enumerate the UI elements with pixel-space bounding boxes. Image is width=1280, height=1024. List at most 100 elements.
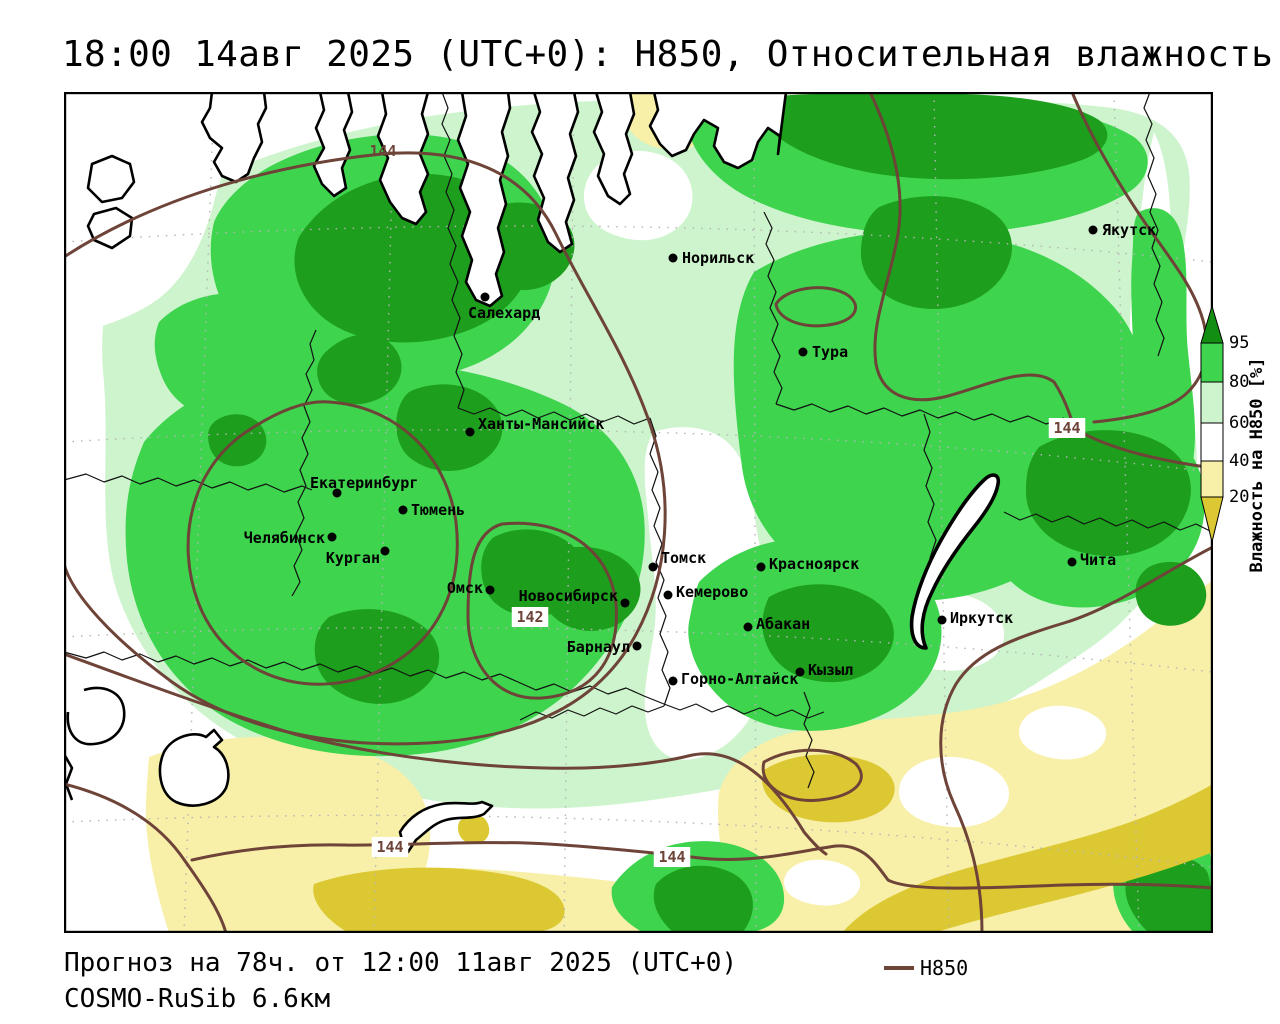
map-shape bbox=[441, 92, 465, 409]
map-shape bbox=[923, 413, 939, 577]
lake-baikal bbox=[909, 473, 1001, 650]
island bbox=[86, 206, 134, 250]
contour-label-box bbox=[511, 607, 549, 627]
colorbar-triangle-top bbox=[1200, 304, 1224, 344]
colorbar-tick: 20 bbox=[1229, 487, 1249, 507]
map-shape bbox=[64, 92, 254, 337]
map-shape bbox=[1070, 92, 1209, 424]
map-shape bbox=[458, 814, 490, 844]
map-shape bbox=[1003, 511, 1213, 533]
contour-label-box bbox=[1048, 418, 1086, 438]
city-dot bbox=[937, 615, 947, 625]
contour-legend: H850 bbox=[884, 956, 968, 980]
map-shape bbox=[64, 473, 313, 493]
city-dot bbox=[798, 347, 808, 357]
map-shape bbox=[1131, 208, 1195, 506]
contour-label-box bbox=[371, 837, 409, 857]
map-shape bbox=[774, 286, 858, 328]
map-shape bbox=[842, 784, 1213, 933]
map-shape bbox=[1026, 430, 1191, 557]
map-shape bbox=[762, 584, 894, 683]
city-dot bbox=[648, 562, 658, 572]
city-dot bbox=[332, 488, 342, 498]
city-label: Тюмень bbox=[411, 501, 465, 519]
contour-labels: 144 144 142 144 144 bbox=[369, 142, 1086, 867]
city-dot bbox=[668, 253, 678, 263]
map-shape bbox=[1019, 705, 1107, 760]
map-shape bbox=[1143, 92, 1165, 357]
city-dot bbox=[485, 585, 495, 595]
map-shape bbox=[64, 651, 519, 683]
colorbar-cells bbox=[1200, 304, 1224, 543]
map-shape bbox=[517, 681, 665, 705]
h850-legend-label: H850 bbox=[920, 956, 969, 980]
colorbar: 95 80 60 40 20 Влажность на H850 [%] bbox=[1200, 304, 1267, 573]
map-shape bbox=[186, 400, 459, 686]
city-label: Ханты-Мансийск bbox=[478, 415, 604, 433]
city-dot bbox=[1088, 225, 1098, 235]
city-dot bbox=[663, 590, 673, 600]
map-title: 18:00 14авг 2025 (UTC+0): H850, Относите… bbox=[62, 34, 1274, 75]
city-label: Курган bbox=[326, 549, 380, 567]
city-label: Тура bbox=[812, 343, 848, 361]
city-label: Красноярск bbox=[769, 555, 859, 573]
city-label: Иркутск bbox=[950, 609, 1013, 627]
model-info: COSMO-RuSib 6.6км bbox=[64, 984, 331, 1014]
map-shape bbox=[761, 748, 863, 803]
colorbar-title: Влажность на H850 [%] bbox=[1247, 358, 1267, 573]
city-label: Челябинск bbox=[244, 529, 325, 547]
city-dot bbox=[480, 292, 490, 302]
city-dot bbox=[632, 641, 642, 651]
city-label: Омск bbox=[447, 579, 483, 597]
city-label: Барнаул bbox=[567, 638, 630, 656]
map-shape bbox=[291, 329, 317, 597]
city-dot bbox=[327, 532, 337, 542]
contour-value-label: 144 bbox=[369, 142, 396, 160]
city-dot bbox=[1067, 557, 1077, 567]
coast-fragment bbox=[64, 753, 74, 801]
lake bbox=[158, 728, 230, 807]
coast-bay bbox=[592, 92, 636, 206]
colorbar-cell bbox=[1200, 381, 1224, 424]
coast-bay bbox=[376, 92, 430, 226]
map-shape bbox=[759, 92, 1108, 180]
map-shape bbox=[653, 865, 753, 933]
map-shape bbox=[1135, 561, 1207, 626]
map-shape bbox=[899, 756, 1009, 828]
coast-ob-bay bbox=[456, 92, 512, 308]
city-dot bbox=[620, 598, 630, 608]
map-canvas: 144 144 142 144 144 Норильск Якутск Салехард Ту… bbox=[64, 92, 1213, 933]
map-shape bbox=[317, 334, 402, 405]
colorbar-cell bbox=[1200, 422, 1224, 462]
city-dot bbox=[465, 427, 475, 437]
city-markers: Норильск Якутск Салехард Тура Ханты-Мансийск… bbox=[244, 221, 1156, 688]
colorbar-tick: 60 bbox=[1229, 413, 1249, 433]
city-dot bbox=[398, 505, 408, 515]
contour-value-label: 144 bbox=[376, 838, 403, 856]
city-label: Абакан bbox=[756, 615, 810, 633]
city-label: Екатеринбург bbox=[310, 474, 418, 492]
coast-fragment bbox=[66, 686, 126, 746]
map-shape bbox=[64, 652, 828, 856]
forecast-info: Прогноз на 78ч. от 12:00 11авг 2025 (UTC… bbox=[64, 948, 738, 978]
colorbar-tick: 95 bbox=[1229, 333, 1249, 353]
lake-elongated bbox=[398, 800, 494, 854]
map-shape bbox=[190, 841, 1213, 890]
city-label: Новосибирск bbox=[519, 587, 618, 605]
contour-label-box bbox=[653, 847, 691, 867]
city-label: Кемерово bbox=[676, 583, 748, 601]
colorbar-tick-labels: 95 80 60 40 20 bbox=[1229, 333, 1249, 507]
map-shape bbox=[519, 705, 665, 721]
city-label: Кызыл bbox=[808, 661, 853, 679]
map-shape bbox=[803, 691, 815, 789]
city-dot bbox=[795, 667, 805, 677]
contour-value-label: 142 bbox=[516, 608, 543, 626]
contour-value-label: 144 bbox=[1053, 419, 1080, 437]
coastlines bbox=[64, 92, 1001, 854]
map-shape bbox=[663, 703, 825, 719]
admin-borders bbox=[64, 92, 1213, 789]
city-label: Салехард bbox=[468, 304, 540, 322]
city-label: Якутск bbox=[1102, 221, 1156, 239]
colorbar-tick: 40 bbox=[1229, 451, 1249, 471]
map-shape bbox=[457, 407, 651, 425]
